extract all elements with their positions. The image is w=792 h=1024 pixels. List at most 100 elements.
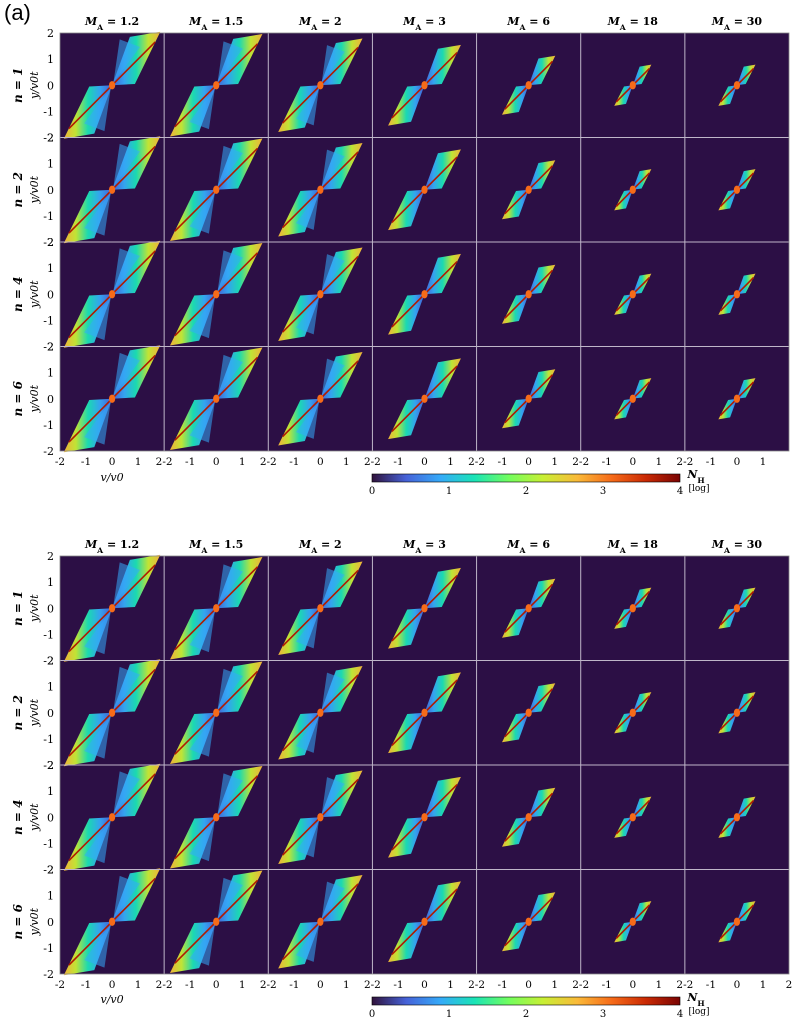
block-2-core-r3-c6 xyxy=(629,813,636,822)
block-1-panel-r4-c4 xyxy=(388,358,461,440)
block-1-plume-lower-r1-c2 xyxy=(169,85,217,137)
block-2-core-r1-c7 xyxy=(733,604,741,613)
block-2-xtick-23: 0 xyxy=(629,979,636,991)
block-2-plume-lower-r4-c2 xyxy=(169,921,217,974)
block-2-core-r3-c4 xyxy=(421,813,428,822)
block-2-spray-lower-r3-c2 xyxy=(189,819,215,862)
block-2-panel-r3-c6 xyxy=(614,796,652,838)
block-1-panel-r3-c3 xyxy=(278,247,363,342)
block-1-colorbar-unit: [log] xyxy=(688,484,709,494)
block-2-panel-r4-c1 xyxy=(63,868,161,976)
block-2-ylabel-2: y/v0t xyxy=(28,698,41,727)
block-1-core-r4-c3 xyxy=(317,394,324,403)
block-1-ytick-r1-2: 1 xyxy=(47,53,54,66)
block-2-core-r4-c7 xyxy=(733,917,741,926)
block-1-core-r3-c1 xyxy=(108,290,116,299)
block-1-ytick-r2-5: -2 xyxy=(43,236,54,249)
block-1-core-r2-c1 xyxy=(108,185,116,194)
block-2-xtick-28: 1 xyxy=(760,979,767,991)
block-2-colorbar-tick-3: 2 xyxy=(523,1009,529,1020)
block-1-xtick-24: 1 xyxy=(655,456,662,468)
block-2-core-r2-c1 xyxy=(108,708,116,717)
block-2-xtick-11: 0 xyxy=(317,979,324,991)
block-2-spray-upper-r2-c3 xyxy=(321,672,345,711)
block-1-core-r1-c4 xyxy=(421,81,428,90)
block-1-ylabel-4: y/v0t xyxy=(28,384,41,413)
block-2-core-r1-c5 xyxy=(525,604,532,613)
block-1-ytick-r2-2: 1 xyxy=(47,158,54,171)
block-2-colorbar-label: NH xyxy=(686,991,704,1008)
block-2-ytick-r3-1: 2 xyxy=(47,759,54,772)
block-1-ylabel-2: y/v0t xyxy=(28,175,41,204)
block-1-ytick-r4-3: 0 xyxy=(47,393,54,406)
block-1-spray-upper-r3-c3 xyxy=(321,254,345,292)
block-2-colorbar-tick-4: 3 xyxy=(600,1009,606,1020)
block-2-core-r3-c5 xyxy=(525,813,532,822)
block-1-plume-lower-r2-c2 xyxy=(169,189,217,242)
block-2-spray-lower-r2-c3 xyxy=(295,715,320,753)
block-1-spray-upper-r2-c2 xyxy=(217,145,243,188)
block-1-core-r1-c6 xyxy=(629,81,636,90)
block-2-core-r4-c1 xyxy=(108,917,116,926)
block-1-plume-lower-r2-c1 xyxy=(63,189,113,244)
block-2-col-label-2: MA = 1.5 xyxy=(188,538,243,555)
block-1-panel-r2-c4 xyxy=(388,149,461,231)
block-2-core-r1-c4 xyxy=(421,604,428,613)
block-1-panel-r2-c5 xyxy=(501,160,556,220)
block-2-core-r4-c5 xyxy=(525,917,532,926)
block-1-core-r3-c6 xyxy=(629,290,636,299)
block-2-colorbar-tick-5: 4 xyxy=(677,1009,683,1020)
block-1-xtick-26: -1 xyxy=(706,456,716,468)
block-2-spray-lower-r1-c2 xyxy=(189,610,215,653)
block-1-xtick-7: 0 xyxy=(213,456,220,468)
block-2-plume-upper-r4-c1 xyxy=(112,868,161,922)
block-2-xtick-16: 1 xyxy=(447,979,454,991)
block-1-core-r3-c4 xyxy=(421,290,428,299)
block-2-xtick-20: 1 xyxy=(551,979,558,991)
block-2-xtick-6: -1 xyxy=(185,979,195,991)
block-1-plume-lower-r4-c1 xyxy=(63,398,113,453)
block-1-spray-upper-r4-c1 xyxy=(113,352,140,397)
block-1-xtick-4: 1 xyxy=(135,456,142,468)
block-1-spray-lower-r1-c1 xyxy=(84,87,111,132)
block-2-plume-lower-r1-c2 xyxy=(169,608,217,660)
block-2-ylabel-3: y/v0t xyxy=(28,803,41,832)
block-1-panel-r2-c1 xyxy=(63,136,161,244)
block-1-plume-upper-r2-c2 xyxy=(216,138,263,190)
block-2-plume-upper-r2-c2 xyxy=(216,661,263,713)
block-1-panel-r1-c6 xyxy=(614,64,652,106)
block-1-panel-r3-c1 xyxy=(63,240,161,348)
block-1-xtick-3: 0 xyxy=(109,456,116,468)
block-1-plume-upper-r2-c1 xyxy=(112,136,161,190)
block-1-plume-lower-r4-c2 xyxy=(169,398,217,451)
block-2-xtick-14: -1 xyxy=(393,979,403,991)
block-2-xtick-8: 1 xyxy=(239,979,246,991)
block-1-ytick-r4-5: -2 xyxy=(43,445,54,458)
block-1-panel-r3-c4 xyxy=(388,253,461,335)
block-1-core-r2-c5 xyxy=(525,185,532,194)
block-1-panel-r1-c7 xyxy=(718,64,756,106)
block-1-xtick-25: 2-2 xyxy=(676,456,693,468)
block-2-plume-lower-r1-c1 xyxy=(63,608,113,662)
block-1-plume-lower-r3-c2 xyxy=(169,294,217,346)
block-2-core-r1-c2 xyxy=(213,604,220,613)
block-1-xtick-27: 0 xyxy=(734,456,741,468)
block-2-col-label-1: MA = 1.2 xyxy=(84,538,139,555)
block-2-plume-upper-r1-c2 xyxy=(216,556,263,609)
block-1-ytick-r1-4: -1 xyxy=(43,105,54,118)
block-1-core-r3-c5 xyxy=(525,290,532,299)
block-1-xtick-19: 0 xyxy=(525,456,532,468)
block-1-xtick-14: -1 xyxy=(393,456,403,468)
block-1-xtick-10: -1 xyxy=(289,456,299,468)
block-2-panel-r3-c7 xyxy=(718,796,756,838)
block-2-row-label-2: n = 2 xyxy=(11,695,25,730)
block-2-col-label-5: MA = 6 xyxy=(506,538,550,555)
block-1-spray-lower-r3-c2 xyxy=(189,296,215,339)
block-1-panel-r1-c5 xyxy=(501,55,556,115)
block-1-panel-r1-c3 xyxy=(278,38,363,133)
block-2-spray-upper-r1-c1 xyxy=(113,562,140,606)
block-2-xtick-17: 2-2 xyxy=(468,979,485,991)
block-1-plume-upper-r1-c2 xyxy=(216,33,263,86)
block-1-ytick-r4-4: -1 xyxy=(43,419,54,432)
block-2-panel-r3-c2 xyxy=(169,765,263,869)
